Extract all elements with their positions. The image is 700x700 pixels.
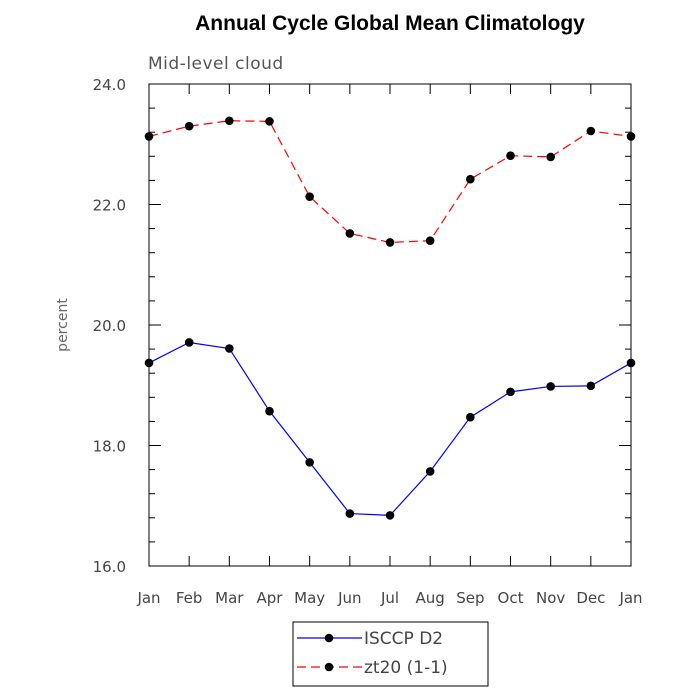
data-point-0 (144, 358, 154, 368)
x-tick-label: May (294, 589, 325, 607)
legend-label-1: zt20 (1-1) (364, 658, 448, 678)
chart-title: Annual Cycle Global Mean Climatology (195, 12, 585, 35)
data-point-0 (506, 387, 515, 397)
data-point-1 (184, 121, 194, 131)
data-point-0 (305, 458, 314, 467)
y-tick-label: 22.0 (93, 197, 126, 215)
data-point-1 (305, 192, 314, 201)
x-tick-label: Sep (456, 589, 484, 607)
legend-box (292, 621, 489, 687)
data-point-1 (425, 236, 435, 245)
x-tick-label: Jul (380, 589, 399, 607)
series-line-0 (148, 341, 632, 517)
x-tick-label: Mar (215, 589, 244, 607)
series-line-1 (148, 120, 632, 244)
data-point-0 (385, 511, 395, 520)
x-tick-labels: Jan Feb Mar Apr May Jun Jul Aug Sep Oct Nov Dec Jan (136, 589, 642, 607)
data-point-0 (626, 358, 636, 368)
x-tick-label: Apr (257, 589, 284, 607)
x-tick-label: Jun (337, 589, 361, 607)
plot-frame (148, 83, 632, 567)
y-tick-label: 18.0 (93, 438, 126, 456)
data-point-0 (225, 344, 234, 353)
data-point-0 (265, 406, 274, 416)
data-point-1 (586, 126, 596, 136)
data-point-0 (466, 412, 475, 422)
data-point-1 (385, 238, 395, 247)
x-tick-label: Dec (576, 589, 605, 607)
x-tick-label: Oct (498, 589, 524, 607)
y-tick-label: 24.0 (93, 76, 126, 94)
x-tick-label: Feb (176, 589, 203, 607)
data-series (144, 116, 636, 520)
x-tick-label: Jan (136, 589, 160, 607)
axis-ticks (148, 83, 632, 567)
x-tick-label: Jan (618, 589, 642, 607)
data-point-1 (546, 152, 555, 162)
y-tick-labels: 16.0 18.0 20.0 22.0 24.0 (93, 76, 126, 576)
data-point-1 (345, 229, 355, 238)
legend-label-0: ISCCP D2 (364, 629, 443, 649)
data-point-0 (586, 381, 596, 391)
data-point-1 (626, 132, 636, 141)
legend: ISCCP D2 zt20 (1-1) (292, 621, 489, 687)
data-point-1 (225, 116, 234, 126)
data-point-1 (466, 174, 475, 184)
data-point-1 (506, 151, 515, 160)
chart-subtitle: Mid-level cloud (148, 54, 284, 74)
y-axis-label: percent (55, 298, 71, 352)
legend-marker-0 (324, 633, 334, 643)
legend-marker-1 (324, 662, 334, 672)
data-point-0 (345, 509, 355, 518)
x-tick-label: Aug (416, 589, 445, 607)
y-tick-label: 16.0 (93, 558, 126, 576)
data-point-0 (184, 338, 194, 347)
data-point-0 (425, 467, 435, 476)
data-point-0 (546, 382, 555, 391)
y-tick-label: 20.0 (93, 317, 126, 335)
x-tick-label: Nov (536, 589, 565, 607)
data-point-1 (265, 117, 274, 126)
data-point-1 (144, 132, 154, 141)
